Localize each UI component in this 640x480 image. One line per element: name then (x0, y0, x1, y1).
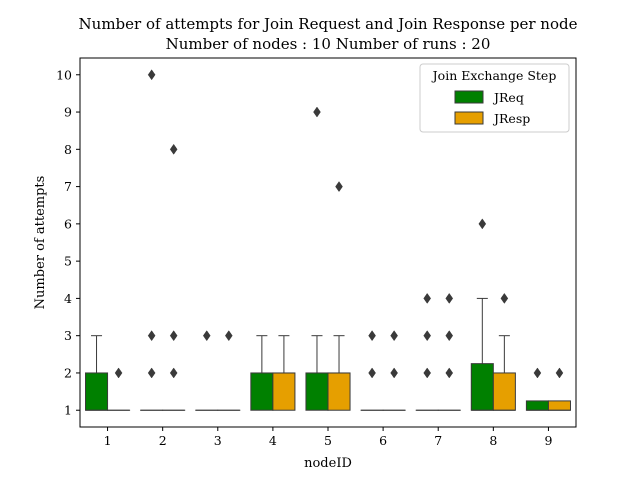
box-jresp-node-8 (492, 292, 516, 411)
box-iqr (272, 372, 296, 411)
x-tick-label: 5 (324, 433, 332, 448)
legend-swatch-jresp (454, 111, 484, 125)
plot-area (85, 69, 571, 411)
outlier-point (313, 106, 321, 118)
box-iqr (547, 400, 571, 411)
x-tick-label: 7 (434, 433, 442, 448)
chart-subtitle: Number of nodes : 10 Number of runs : 20 (166, 35, 491, 53)
legend: Join Exchange Step JReq JResp (419, 63, 570, 133)
box-jresp-node-5 (327, 181, 351, 411)
outlier-point (368, 330, 376, 342)
y-tick-label: 4 (64, 291, 72, 306)
outlier-point (335, 181, 343, 193)
outlier-point (423, 292, 432, 304)
legend-label-jreq: JReq (492, 90, 524, 105)
y-tick-label: 5 (64, 254, 72, 269)
y-axis-label: Number of attempts (33, 176, 48, 310)
legend-label-jresp: JResp (492, 111, 530, 126)
x-tick-label: 2 (159, 433, 167, 448)
box-jresp-node-4 (272, 335, 296, 411)
outlier-point (224, 330, 233, 342)
box-jresp-node-7 (437, 292, 461, 411)
y-tick-label: 1 (64, 403, 72, 418)
box-jresp-node-3 (217, 330, 241, 411)
outlier-point (169, 143, 178, 155)
box-jresp-node-6 (382, 330, 406, 411)
x-tick-label: 3 (214, 433, 222, 448)
outlier-point (423, 330, 432, 342)
outlier-point (445, 367, 454, 379)
x-axis-label: nodeID (304, 456, 352, 471)
chart-title: Number of attempts for Join Request and … (79, 15, 578, 33)
y-tick-label: 10 (56, 67, 72, 82)
box-iqr (525, 400, 549, 411)
box-jresp-node-2 (162, 143, 186, 411)
box-jreq-node-2 (140, 69, 164, 411)
outlier-point (390, 367, 398, 379)
box-jreq-node-7 (415, 292, 439, 411)
outlier-point (390, 330, 398, 342)
box-jreq-node-8 (470, 218, 494, 411)
outlier-point (555, 367, 564, 379)
x-tick-label: 8 (489, 433, 497, 448)
outlier-point (445, 292, 454, 304)
box-jresp-node-1 (107, 367, 131, 411)
box-iqr (492, 372, 516, 411)
box-jreq-node-1 (85, 335, 109, 411)
box-jresp-node-9 (547, 367, 571, 411)
y-tick-label: 9 (64, 105, 72, 120)
x-tick-label: 1 (104, 433, 112, 448)
y-tick-label: 3 (64, 328, 72, 343)
outlier-point (423, 367, 432, 379)
x-tick-label: 4 (269, 433, 277, 448)
box-iqr (85, 372, 109, 411)
legend-swatch-jreq (454, 90, 484, 104)
x-tick-label: 6 (379, 433, 387, 448)
outlier-point (114, 367, 123, 379)
outlier-point (169, 367, 178, 379)
outlier-point (445, 330, 454, 342)
y-tick-label: 7 (64, 179, 72, 194)
outlier-point (147, 69, 156, 81)
box-iqr (470, 363, 494, 411)
outlier-point (533, 367, 542, 379)
outlier-point (169, 330, 178, 342)
box-jreq-node-5 (305, 106, 329, 411)
y-tick-label: 2 (64, 365, 72, 380)
box-iqr (327, 372, 351, 411)
outlier-point (500, 292, 509, 304)
box-iqr (250, 372, 274, 411)
legend-title: Join Exchange Step (431, 68, 557, 83)
outlier-point (147, 367, 156, 379)
box-jreq-node-6 (360, 330, 384, 411)
box-jreq-node-3 (195, 330, 219, 411)
outlier-point (202, 330, 211, 342)
box-iqr (305, 372, 329, 411)
outlier-point (478, 218, 487, 230)
box-jreq-node-9 (525, 367, 549, 411)
axis-ticks: 1 2 3 4 5 6 7 8 9 10 1 2 3 4 5 6 7 8 9 (56, 67, 552, 448)
y-tick-label: 6 (64, 216, 72, 231)
box-jreq-node-4 (250, 335, 274, 411)
outlier-point (147, 330, 156, 342)
outlier-point (368, 367, 376, 379)
y-tick-label: 8 (64, 142, 72, 157)
x-tick-label: 9 (544, 433, 552, 448)
